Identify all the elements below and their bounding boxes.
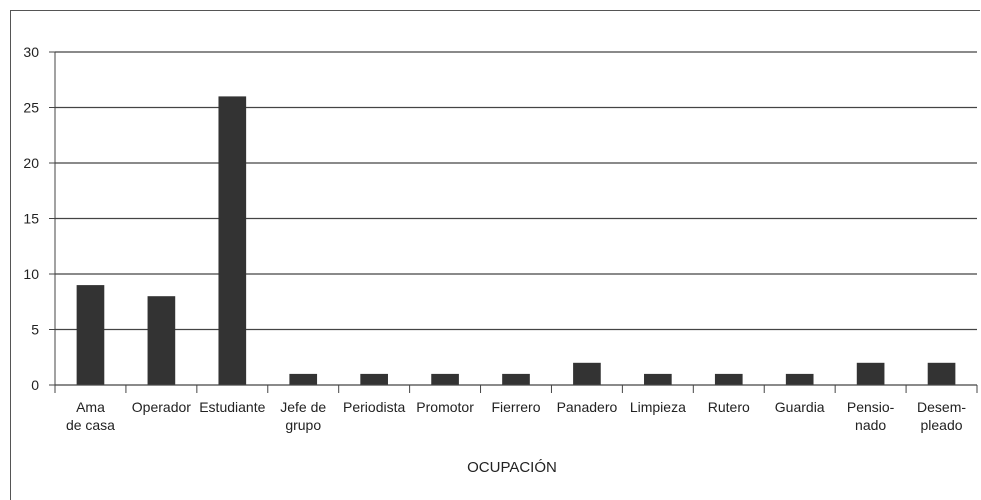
- x-tick-label: Promotor: [416, 399, 474, 415]
- bar: [714, 373, 743, 385]
- x-tick-label: Desem-pleado: [917, 399, 966, 433]
- x-axis: Ama de casa Operador Estudiante Jefe de grupo…: [54, 384, 978, 433]
- y-tick-label: 10: [23, 266, 39, 282]
- bar: [856, 362, 885, 385]
- x-tick-label: Panadero: [557, 399, 618, 415]
- y-tick-label: 25: [23, 100, 39, 116]
- y-tick-label: 15: [23, 211, 39, 227]
- x-tick-label: Operador: [132, 399, 191, 415]
- bars: [76, 96, 956, 386]
- x-tick-label: Ama de casa: [66, 399, 115, 433]
- bar: [76, 285, 105, 385]
- bar: [927, 362, 956, 385]
- bar: [147, 296, 176, 385]
- y-tick-label: 5: [31, 322, 39, 338]
- x-tick-label: Jefe de grupo: [280, 399, 326, 433]
- x-tick-label: Estudiante: [199, 399, 265, 415]
- gridlines: [55, 51, 977, 331]
- bar: [785, 373, 814, 385]
- x-tick-label: Fierrero: [491, 399, 540, 415]
- x-axis-title: OCUPACIÓN: [467, 459, 557, 476]
- x-tick-label: Limpieza: [630, 399, 686, 415]
- bar: [360, 373, 388, 385]
- y-tick-label: 20: [23, 155, 39, 171]
- y-tick-label: 30: [23, 44, 39, 60]
- bar: [289, 373, 318, 385]
- bar: [573, 362, 601, 385]
- x-tick-label: Guardia: [775, 399, 825, 415]
- chart-frame: [10, 10, 980, 500]
- bar: [502, 373, 530, 385]
- x-tick-label: Periodista: [343, 399, 405, 415]
- bar: [431, 373, 459, 385]
- bar: [644, 373, 672, 385]
- x-tick-label: Pensio-nado: [847, 399, 895, 433]
- bar: [218, 96, 247, 386]
- y-tick-label: 0: [31, 377, 39, 393]
- y-axis: 0 5 10 15 20 25 30: [23, 44, 56, 393]
- x-tick-label: Rutero: [708, 399, 750, 415]
